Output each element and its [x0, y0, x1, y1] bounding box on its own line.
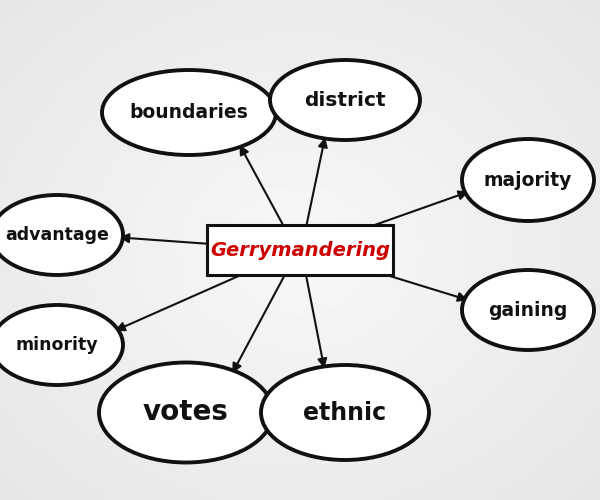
- Ellipse shape: [102, 70, 276, 155]
- FancyBboxPatch shape: [207, 225, 393, 275]
- Text: district: district: [304, 90, 386, 110]
- Ellipse shape: [270, 60, 420, 140]
- Ellipse shape: [0, 305, 123, 385]
- Text: majority: majority: [484, 170, 572, 190]
- Ellipse shape: [462, 270, 594, 350]
- Text: Gerrymandering: Gerrymandering: [210, 240, 390, 260]
- Ellipse shape: [462, 139, 594, 221]
- Text: boundaries: boundaries: [130, 103, 248, 122]
- Text: gaining: gaining: [488, 300, 568, 320]
- Text: ethnic: ethnic: [304, 400, 386, 424]
- Text: votes: votes: [143, 398, 229, 426]
- Ellipse shape: [99, 362, 273, 462]
- Text: advantage: advantage: [5, 226, 109, 244]
- Ellipse shape: [261, 365, 429, 460]
- Text: minority: minority: [16, 336, 98, 354]
- Ellipse shape: [0, 195, 123, 275]
